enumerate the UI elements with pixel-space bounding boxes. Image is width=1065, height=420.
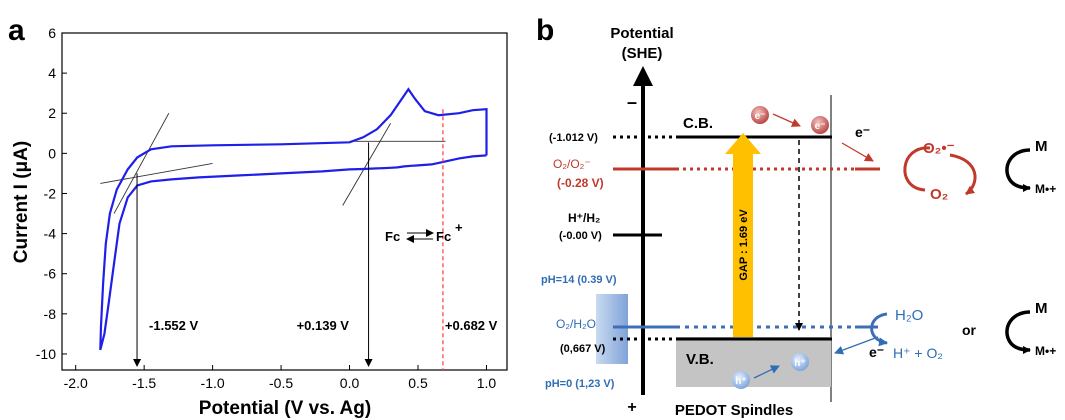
water-cycle [870,312,888,347]
y-axis-title: Current I (μA) [11,141,32,263]
m-label-top: M [1035,138,1048,155]
x-tick-label: 0.5 [408,375,428,391]
hole-symbol-1: h⁺ [735,376,746,387]
x-tick-label: -0.5 [269,375,293,391]
m-cycle-bottom [1005,310,1031,354]
plot-frame [61,32,508,371]
x-tick-label: -2.0 [64,375,88,391]
y-tick-label: 6 [48,25,56,41]
y-tick-label: -4 [44,226,57,242]
gap-arrow [725,133,761,337]
vb-label: V.B. [686,351,714,368]
gap-label: GAP : 1.69 eV [738,209,750,281]
cv-chart: -2.0 -1.5 -1.0 -0.5 0.0 0.5 1.0 6 4 2 0 -2 -4 -6 -8 -10… [11,25,508,419]
o2-radical-label: O₂•⁻ [923,140,955,157]
potential-markers [133,109,444,370]
panel-b-letter: b [536,14,554,47]
y-tick-label: 0 [48,145,56,161]
marker-label-3: +0.682 V [445,318,498,333]
tick-group: -2.0 -1.5 -1.0 -0.5 0.0 0.5 1.0 6 4 2 0 -2 -4 -6 -8 -10 [36,25,497,391]
x-tick-label: -1.0 [201,375,225,391]
y-tick-label: -8 [44,306,57,322]
axis-plus-sign: + [627,399,636,416]
tangent-line [342,123,392,206]
m-label-bottom: M [1035,300,1048,317]
electron-out-label: e⁻ [855,124,870,140]
ph14-label: pH=14 (0.39 V) [541,274,617,286]
cb-label: C.B. [683,115,713,132]
tangent-lines [100,113,446,214]
x-tick-label: 0.0 [340,375,360,391]
panel-a-letter: a [8,14,25,47]
pedot-footer: PEDOT Spindles [675,402,793,419]
electron-icon [811,116,829,134]
x-tick-label: 1.0 [477,375,497,391]
y-tick-label: -6 [44,266,57,282]
ferrocene-equilibrium: Fc Fc + [385,220,463,244]
cv-curve [99,87,488,351]
or-label: or [962,322,977,338]
fc-charge: + [455,220,463,235]
y-tick-label: -2 [44,185,57,201]
fc-left-label: Fc [385,229,400,244]
hole-transfer-arrow [753,365,780,379]
o2-potential: (-0.28 V) [557,176,604,190]
y-tick-label: 4 [48,65,56,81]
electron-icon [751,106,769,124]
y-tick-label: -10 [36,346,56,362]
potential-title-1: Potential [610,25,673,42]
axis-minus-sign: – [627,92,637,112]
x-axis-title: Potential (V vs. Ag) [199,398,371,419]
m-plus-label-bottom: M•+ [1035,344,1056,358]
marker-label-2: +0.139 V [297,318,350,333]
hole-icon [732,371,750,389]
h2o-label: H₂O [895,307,923,324]
tangent-line [100,162,213,184]
electron-in-label: e⁻ [869,344,884,360]
x-tick-label: -1.5 [132,375,156,391]
potential-title-2: (SHE) [622,45,663,62]
y-tick-label: 2 [48,105,56,121]
m-plus-label-top: M•+ [1035,182,1056,196]
hole-icon [791,353,809,371]
o2-cycle-left [903,146,931,192]
cb-potential: (-1.012 V) [549,132,598,144]
hole-symbol-2: h⁺ [794,358,805,369]
water-couple: O₂/H₂O [556,317,596,331]
tangent-line [113,113,170,214]
o2-couple: O₂/O₂⁻ [553,157,591,171]
h-plus-o2-label: H⁺ + O₂ [893,345,943,361]
potential-axis-arrowhead [633,66,653,86]
electron-symbol-2: e⁻ [815,121,826,132]
fc-right-label: Fc [436,229,451,244]
vb-potential: (0,667 V) [560,343,606,355]
energy-diagram: b Potential (SHE) – + (-1.012 V) C.B. O₂… [536,14,1056,419]
m-cycle-top [1005,148,1031,192]
electron-out-arrow [841,142,874,162]
ph0-label: pH=0 (1,23 V) [545,378,615,390]
o2-cycle-right [949,153,977,196]
ph-range-box [596,294,628,364]
electron-transfer-arrow [772,113,801,127]
h-couple: H⁺/H₂ [568,211,600,225]
o2-label: O₂ [930,186,948,203]
h-potential: (-0.00 V) [559,230,602,242]
marker-label-1: -1.552 V [149,318,198,333]
electron-symbol-1: e⁻ [755,111,766,122]
electron-in-arrow [834,336,879,355]
